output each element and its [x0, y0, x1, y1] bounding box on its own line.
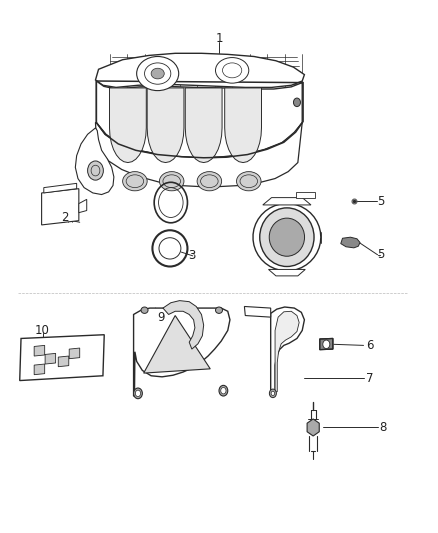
Ellipse shape	[323, 340, 330, 349]
Polygon shape	[69, 348, 80, 359]
Ellipse shape	[134, 388, 142, 399]
Text: 7: 7	[366, 372, 374, 385]
Ellipse shape	[151, 68, 164, 79]
Ellipse shape	[269, 218, 304, 256]
Text: 4: 4	[276, 252, 284, 264]
Polygon shape	[225, 88, 261, 163]
Polygon shape	[58, 356, 69, 367]
Ellipse shape	[197, 172, 222, 191]
Polygon shape	[75, 128, 114, 195]
Polygon shape	[307, 419, 319, 436]
Ellipse shape	[237, 172, 261, 191]
Polygon shape	[244, 306, 271, 317]
Text: 9: 9	[157, 311, 165, 324]
Ellipse shape	[219, 385, 228, 396]
Text: 1: 1	[215, 32, 223, 45]
Polygon shape	[263, 198, 311, 205]
Polygon shape	[296, 192, 315, 198]
Ellipse shape	[215, 307, 223, 313]
Polygon shape	[163, 301, 204, 349]
Ellipse shape	[137, 56, 179, 91]
Polygon shape	[44, 183, 77, 193]
Ellipse shape	[141, 307, 148, 313]
Polygon shape	[34, 364, 45, 375]
Ellipse shape	[135, 390, 141, 397]
Text: 5: 5	[378, 248, 385, 261]
Ellipse shape	[88, 161, 103, 180]
Ellipse shape	[293, 98, 300, 107]
Polygon shape	[79, 199, 87, 213]
Polygon shape	[20, 335, 104, 381]
Polygon shape	[42, 189, 79, 225]
Ellipse shape	[271, 391, 275, 395]
Polygon shape	[34, 345, 45, 356]
Polygon shape	[185, 88, 222, 163]
Polygon shape	[134, 308, 230, 396]
Text: 8: 8	[380, 421, 387, 434]
Polygon shape	[96, 81, 302, 158]
Polygon shape	[320, 338, 333, 350]
Polygon shape	[271, 307, 304, 395]
Polygon shape	[253, 204, 321, 271]
Ellipse shape	[123, 172, 147, 191]
Polygon shape	[45, 353, 56, 364]
Ellipse shape	[260, 208, 314, 266]
Ellipse shape	[215, 58, 249, 83]
Ellipse shape	[159, 172, 184, 191]
Text: 5: 5	[378, 195, 385, 208]
Polygon shape	[275, 311, 299, 392]
Text: 3: 3	[188, 249, 195, 262]
Polygon shape	[268, 269, 305, 276]
Text: 6: 6	[366, 339, 374, 352]
Text: 10: 10	[34, 324, 49, 337]
Polygon shape	[95, 53, 304, 87]
Ellipse shape	[269, 389, 276, 398]
Polygon shape	[110, 88, 146, 163]
Polygon shape	[95, 123, 302, 187]
Polygon shape	[341, 237, 360, 248]
Polygon shape	[144, 316, 210, 373]
Ellipse shape	[221, 387, 226, 394]
Text: 2: 2	[61, 211, 69, 224]
Polygon shape	[147, 88, 184, 163]
